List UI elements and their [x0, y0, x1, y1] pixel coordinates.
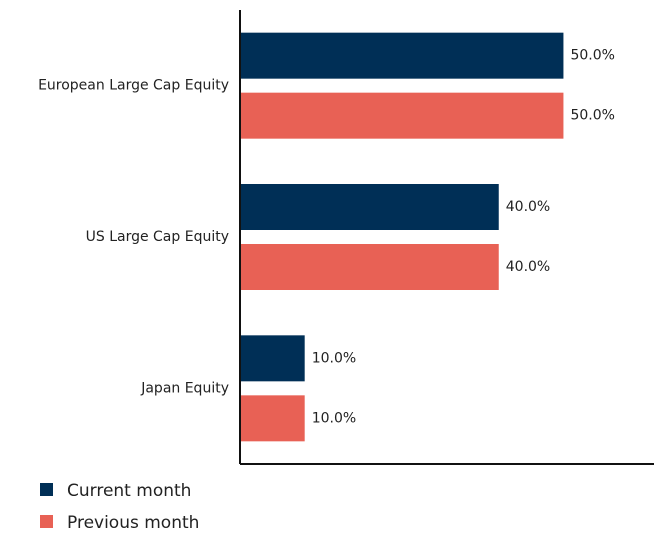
- category-label: US Large Cap Equity: [86, 229, 229, 245]
- bar: [240, 395, 305, 442]
- value-label: 10.0%: [312, 410, 356, 426]
- value-label: 40.0%: [506, 199, 550, 215]
- legend-text: Current month: [67, 481, 191, 501]
- category-label: Japan Equity: [140, 380, 229, 396]
- category-label: European Large Cap Equity: [38, 78, 229, 94]
- bar: [240, 92, 564, 139]
- value-label: 50.0%: [570, 108, 614, 124]
- bar: [240, 335, 305, 382]
- value-label: 40.0%: [506, 259, 550, 275]
- value-label: 10.0%: [312, 350, 356, 366]
- value-label: 50.0%: [570, 48, 614, 64]
- bar: [240, 184, 499, 230]
- bar: [240, 32, 564, 79]
- legend-text: Previous month: [67, 513, 199, 533]
- legend-swatch: [40, 483, 53, 496]
- bar: [240, 244, 499, 290]
- legend-swatch: [40, 515, 53, 528]
